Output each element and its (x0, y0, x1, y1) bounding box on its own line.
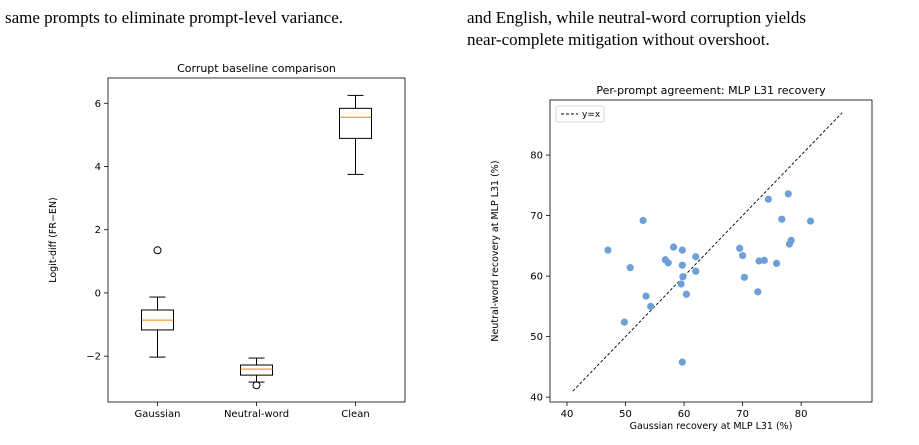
chart-title: Corrupt baseline comparison (177, 62, 336, 75)
box (240, 364, 273, 376)
point (677, 280, 685, 288)
point (736, 244, 744, 252)
reference-line (572, 112, 843, 392)
point (764, 195, 772, 203)
point (692, 267, 700, 275)
point (739, 251, 747, 260)
point (678, 358, 686, 366)
y-axis-label: Logit-diff (FR−EN) (48, 197, 59, 283)
point (778, 215, 786, 223)
point (626, 264, 634, 272)
flier (153, 246, 162, 255)
point (784, 190, 792, 198)
x-tick-label: Gaussian (135, 409, 181, 420)
paragraph-line: near-complete mitigation without oversho… (467, 30, 770, 49)
y-tick-label: −2 (86, 352, 101, 363)
y-tick-label: 2 (95, 225, 101, 236)
x-tick-label: 70 (736, 409, 749, 420)
y-tick-label: 80 (530, 151, 543, 162)
point (787, 236, 795, 245)
paragraph-line: and English, while neutral-word corrupti… (467, 8, 806, 27)
point (664, 259, 672, 267)
y-tick-label: 50 (530, 332, 543, 343)
y-tick-label: 70 (530, 211, 543, 222)
y-tick-label: 6 (95, 99, 101, 110)
x-axis-label: Gaussian recovery at MLP L31 (%) (630, 421, 793, 432)
y-tick-label: 0 (95, 288, 101, 299)
box (339, 107, 372, 139)
point (682, 290, 691, 298)
x-tick-label: 50 (619, 409, 632, 420)
legend-box (555, 105, 605, 123)
y-tick-label: 40 (530, 393, 543, 404)
flier (252, 381, 261, 390)
x-tick-label: Clean (341, 409, 369, 420)
x-tick-label: 40 (561, 409, 574, 420)
y-tick-label: 60 (530, 272, 543, 283)
point (620, 318, 628, 326)
x-tick-label: Neutral-word (224, 409, 289, 420)
point (806, 217, 815, 225)
point (647, 302, 655, 310)
paragraph-line: same prompts to eliminate prompt-level v… (5, 8, 343, 27)
point (679, 273, 687, 281)
point (692, 253, 700, 261)
y-tick-label: 4 (95, 162, 101, 173)
point (754, 288, 762, 296)
point (604, 246, 612, 254)
point (642, 292, 650, 300)
x-tick-label: 80 (795, 409, 808, 420)
chart-title: Per-prompt agreement: MLP L31 recovery (596, 84, 826, 97)
point (772, 259, 781, 268)
x-tick-label: 60 (678, 409, 691, 420)
point (669, 243, 678, 251)
point (760, 256, 768, 264)
y-axis-label: Neutral-word recovery at MLP L31 (%) (490, 160, 501, 341)
point (678, 261, 686, 269)
axes-frame (107, 77, 406, 403)
point (639, 216, 647, 225)
point (740, 273, 748, 281)
point (755, 257, 763, 265)
point (678, 246, 686, 254)
legend-label: y=x (582, 110, 601, 120)
axes-frame (549, 99, 873, 403)
